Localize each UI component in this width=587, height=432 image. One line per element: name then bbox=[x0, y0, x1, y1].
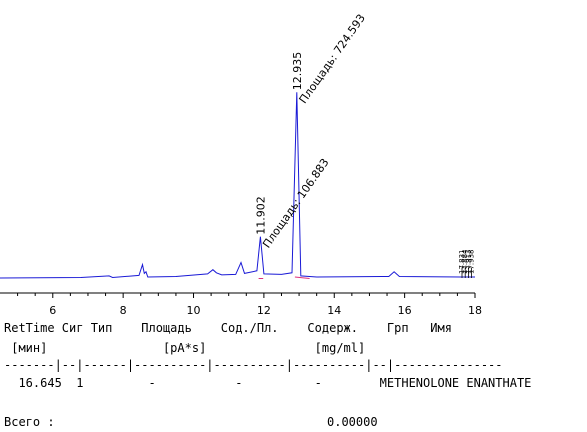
x-tick-label: 16 bbox=[398, 304, 412, 317]
x-tick-label: 6 bbox=[49, 304, 56, 317]
results-units-row: [мин] [pA*s] [mg/ml] bbox=[4, 341, 366, 355]
end-cluster-label: 17.884 bbox=[461, 249, 469, 274]
x-tick-label: 10 bbox=[187, 304, 201, 317]
total-value: 0.00000 bbox=[327, 415, 378, 429]
end-cluster-label: 17.938 bbox=[468, 250, 476, 275]
x-axis: 6 8 10 12 14 16 18 bbox=[0, 292, 482, 317]
end-cluster-label: 17.831 bbox=[458, 250, 466, 275]
x-tick-label: 12 bbox=[257, 304, 271, 317]
x-tick-label: 18 bbox=[468, 304, 482, 317]
x-tick-label: 14 bbox=[327, 304, 341, 317]
peak-area-label: Площадь: 724.593 bbox=[297, 12, 368, 106]
results-data-row: 16.645 1 - - - METHENOLONE ENANTHATE bbox=[4, 376, 532, 390]
end-cluster-label: 17.913 bbox=[464, 250, 472, 275]
peak-area-label: Площадь: 106.883 bbox=[260, 156, 331, 250]
peak-rt-label: 11.902 bbox=[254, 196, 267, 235]
baseline-marker bbox=[258, 276, 310, 279]
x-tick-label: 8 bbox=[120, 304, 127, 317]
results-header-row: RetTime Сиг Тип Площадь Сод./Пл. Содерж.… bbox=[4, 321, 452, 335]
total-label: Всего : bbox=[4, 415, 55, 429]
peak-rt-label: 12.935 bbox=[291, 52, 304, 91]
results-separator: -------|--|------|----------|----------|… bbox=[4, 358, 503, 372]
signal-trace bbox=[0, 92, 475, 279]
